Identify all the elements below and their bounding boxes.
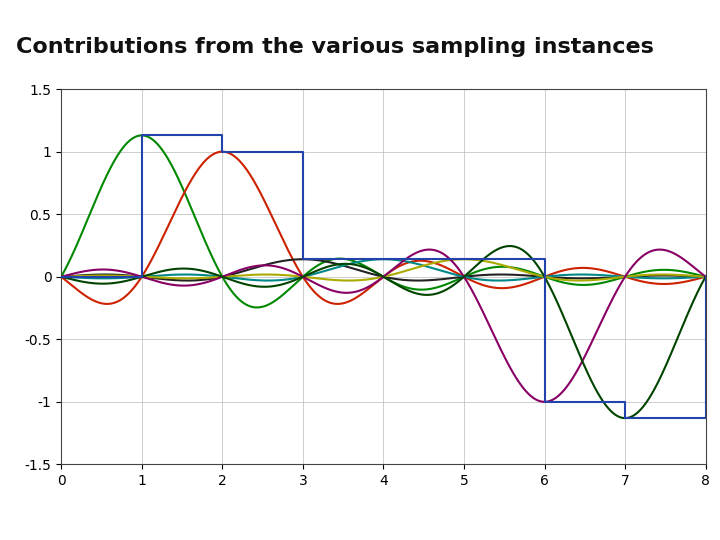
Text: Contributions from the various sampling instances: Contributions from the various sampling … xyxy=(16,37,654,57)
Text: © p.marwedel,
informatik 12,  2009: © p.marwedel, informatik 12, 2009 xyxy=(374,501,481,523)
Text: technische universität
dortmund: technische universität dortmund xyxy=(86,501,202,523)
Text: fakultät für
informatik: fakultät für informatik xyxy=(277,501,336,523)
Text: - 36 -: - 36 - xyxy=(655,505,691,518)
